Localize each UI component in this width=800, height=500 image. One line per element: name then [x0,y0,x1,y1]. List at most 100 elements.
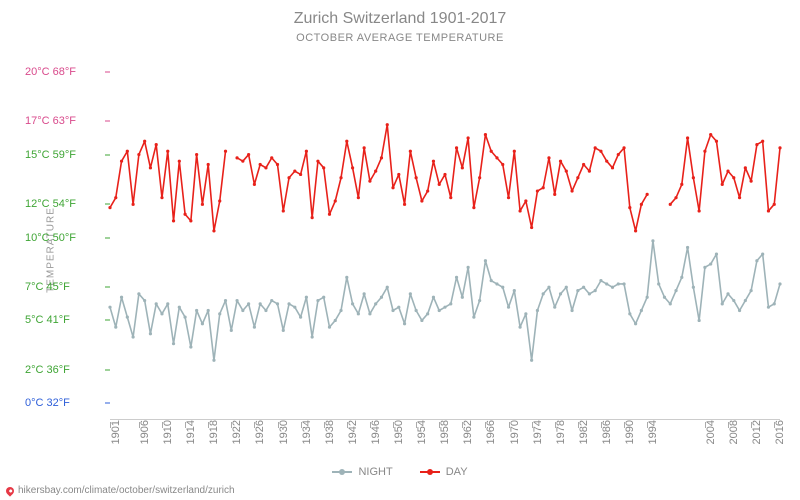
series-marker [380,296,383,299]
series-marker [651,239,654,242]
y-tick-label: 2°C 36°F [25,364,70,376]
series-marker [207,309,210,312]
y-tick-mark [105,121,110,122]
series-marker [484,259,487,262]
y-tick-mark [105,154,110,155]
series-marker [594,289,597,292]
series-marker [316,299,319,302]
series-marker [703,150,706,153]
series-marker [611,286,614,289]
series-marker [507,306,510,309]
series-marker [634,322,637,325]
series-line [110,141,226,231]
legend-marker-night [332,471,352,473]
series-marker [247,153,250,156]
series-marker [426,189,429,192]
series-marker [218,312,221,315]
y-tick-label: 10°C 50°F [25,232,76,244]
series-marker [201,203,204,206]
series-marker [241,160,244,163]
y-tick-mark [105,287,110,288]
x-tick-label: 1922 [231,420,243,444]
series-marker [397,173,400,176]
y-tick-mark [105,237,110,238]
series-marker [120,296,123,299]
series-marker [276,302,279,305]
series-marker [438,183,441,186]
y-tick-label: 5°C 41°F [25,314,70,326]
series-marker [420,199,423,202]
legend: NIGHT DAY [0,464,800,478]
series-marker [686,136,689,139]
series-marker [588,292,591,295]
series-marker [599,279,602,282]
series-marker [663,296,666,299]
series-marker [409,292,412,295]
series-marker [773,302,776,305]
series-marker [305,150,308,153]
series-marker [386,286,389,289]
series-marker [553,306,556,309]
series-marker [761,252,764,255]
series-marker [287,176,290,179]
series-marker [467,136,470,139]
series-marker [218,199,221,202]
series-marker [617,153,620,156]
series-marker [530,359,533,362]
series-marker [628,206,631,209]
series-marker [224,150,227,153]
series-marker [449,302,452,305]
series-marker [212,359,215,362]
series-marker [599,150,602,153]
series-marker [270,299,273,302]
chart-title: Zurich Switzerland 1901-2017 [0,0,800,28]
series-marker [363,292,366,295]
x-tick-label: 1942 [347,420,359,444]
series-marker [149,166,152,169]
series-marker [559,160,562,163]
legend-item-day: DAY [420,466,468,478]
series-marker [738,309,741,312]
series-marker [501,163,504,166]
series-marker [282,209,285,212]
series-marker [709,133,712,136]
series-marker [524,199,527,202]
series-marker [172,342,175,345]
series-marker [183,316,186,319]
y-tick-label: 20°C 68°F [25,66,76,78]
x-tick-label: 1962 [462,420,474,444]
series-marker [166,150,169,153]
series-marker [461,166,464,169]
series-marker [334,199,337,202]
series-marker [594,146,597,149]
series-marker [484,133,487,136]
x-tick-label: 1926 [254,420,266,444]
series-marker [432,296,435,299]
series-marker [132,203,135,206]
y-tick-label: 7°C 45°F [25,281,70,293]
series-marker [253,325,256,328]
series-marker [235,299,238,302]
plot-area: 0°C 32°F2°C 36°F5°C 41°F7°C 45°F10°C 50°… [110,55,780,420]
x-tick-label: 1978 [555,420,567,444]
series-marker [305,296,308,299]
series-marker [547,286,550,289]
series-marker [530,226,533,229]
series-marker [397,306,400,309]
series-marker [178,160,181,163]
series-marker [518,209,521,212]
series-marker [767,306,770,309]
series-marker [374,170,377,173]
x-tick-label: 1986 [601,420,613,444]
series-line [237,125,647,231]
series-marker [374,302,377,305]
series-marker [449,196,452,199]
series-marker [495,282,498,285]
series-marker [657,282,660,285]
series-marker [432,160,435,163]
y-tick-mark [105,403,110,404]
x-tick-label: 1906 [139,420,151,444]
series-marker [761,140,764,143]
series-marker [472,206,475,209]
series-marker [207,163,210,166]
